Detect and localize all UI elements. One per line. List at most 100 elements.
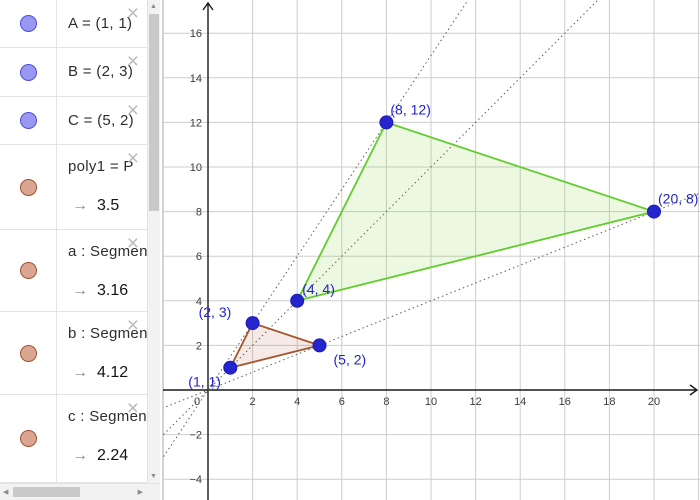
output-arrow-icon: → [72,197,88,214]
algebra-row-a[interactable]: a : Segmen × → 3.16 [0,230,147,312]
x-tick-label-6: 6 [339,396,345,408]
circle-column [0,48,57,96]
x-tick-label-0: 0 [194,396,200,408]
dilation-ray-2 [163,192,700,409]
algebra-row-C[interactable]: C = (5, 2) × [0,97,147,145]
circle-column [0,395,57,482]
delete-icon-b[interactable]: × [126,314,139,337]
x-tick-label-14: 14 [514,396,526,408]
x-tick-label-4: 4 [294,396,300,408]
triangle-image[interactable] [296,121,655,302]
object-value-b: 4.12 [97,364,129,381]
x-tick-label-18: 18 [603,396,615,408]
visibility-toggle-A[interactable] [19,15,37,32]
point-label-B1: (8, 12) [390,101,430,117]
object-label-A: A = (1, 1) [68,14,133,32]
definition-column: C = (5, 2) × [57,97,147,144]
y-tick-label-16: 16 [190,28,202,40]
visibility-toggle-B[interactable] [19,63,37,81]
definition-column: b : Segmen × → 4.12 [57,312,147,394]
algebra-row-c[interactable]: c : Segmen × → 2.24 [0,395,147,483]
point-label-A1: (4, 4) [302,281,335,297]
x-tick-label-8: 8 [383,396,389,408]
scroll-left-icon[interactable]: ◀ [3,489,9,496]
object-label-C: C = (5, 2) [68,111,134,129]
object-label-c: c : Segmen [68,408,147,425]
circle-column [0,97,57,144]
definition-column: poly1 = P × → 3.5 [57,145,147,229]
visibility-toggle-poly1[interactable] [19,178,37,196]
definition-column: A = (1, 1) × [57,0,147,47]
coordinate-plane[interactable]: 0 2 4 6 8 10 12 14 16 18 20 16 14 12 10 8 6 4 2 −2 −4 (1, 1) (… [163,0,700,500]
y-tick-label-4: 4 [196,296,202,308]
circle-column [0,0,57,47]
delete-icon-a[interactable]: × [126,232,139,255]
graph-point-C[interactable] [312,338,327,353]
graph-point-A[interactable] [223,360,238,375]
y-axis-arrow-icon [202,1,214,11]
output-arrow-icon: → [72,364,88,381]
definition-column: c : Segmen × → 2.24 [57,395,147,482]
vertical-scrollbar[interactable]: ▲ ▼ [147,0,160,483]
output-arrow-icon: → [72,282,88,299]
algebra-row-b[interactable]: b : Segmen × → 4.12 [0,312,147,395]
x-axis-arrow-icon [689,384,699,396]
object-value-poly1: 3.5 [97,197,120,214]
visibility-toggle-c[interactable] [19,430,37,447]
horizontal-scrollbar[interactable]: ◀ ▶ [0,483,160,500]
delete-icon-c[interactable]: × [126,397,139,420]
object-label-b: b : Segmen [68,325,147,342]
visibility-toggle-a[interactable] [19,262,37,279]
horizontal-scrollbar-thumb[interactable] [13,487,80,497]
y-tick-label--2: −2 [189,430,202,442]
algebra-rows: A = (1, 1) × B = (2, 3) × C = (5, 2) × poly1 =… [0,0,147,483]
y-tick-label-14: 14 [190,73,202,85]
point-label-B: (2, 3) [199,304,232,320]
y-tick-label-6: 6 [196,251,202,263]
graphics-view[interactable]: 0 2 4 6 8 10 12 14 16 18 20 16 14 12 10 8 6 4 2 −2 −4 (1, 1) (… [162,0,700,500]
delete-icon-poly1[interactable]: × [126,147,139,170]
dilation-ray-0 [163,0,469,459]
object-value-c: 2.24 [97,447,129,464]
circle-column [0,312,57,394]
vertical-scrollbar-thumb[interactable] [149,14,159,211]
y-tick-label-2: 2 [196,340,202,352]
scroll-up-icon[interactable]: ▲ [150,3,157,10]
graph-point-B1[interactable] [379,115,394,130]
visibility-toggle-C[interactable] [19,112,37,129]
algebra-row-poly1[interactable]: poly1 = P × → 3.5 [0,145,147,230]
object-value-a: 3.16 [97,282,129,299]
circle-column [0,230,57,311]
scroll-right-icon[interactable]: ▶ [137,489,143,496]
delete-icon-A[interactable]: × [126,2,139,25]
triangle-poly1[interactable] [229,322,321,369]
algebra-row-B[interactable]: B = (2, 3) × [0,48,147,97]
x-tick-label-10: 10 [425,396,437,408]
scroll-down-icon[interactable]: ▼ [150,473,157,480]
definition-column: a : Segmen × → 3.16 [57,230,147,311]
point-label-C: (5, 2) [334,351,367,367]
x-tick-label-2: 2 [250,396,256,408]
graph-point-C1[interactable] [647,204,661,219]
algebra-row-A[interactable]: A = (1, 1) × [0,0,147,48]
graph-point-A1[interactable] [290,293,305,308]
output-arrow-icon: → [72,447,88,464]
y-tick-label-10: 10 [190,162,202,174]
x-tick-label-20: 20 [648,396,660,408]
object-label-B: B = (2, 3) [68,63,134,80]
y-tick-label-8: 8 [196,207,202,219]
x-tick-label-12: 12 [469,396,481,408]
y-tick-label-12: 12 [190,117,202,129]
point-label-C1: (20, 8) [658,191,698,207]
object-label-poly1: poly1 = P [68,158,134,175]
definition-column: B = (2, 3) × [57,48,147,96]
graph-point-B[interactable] [245,316,260,331]
algebra-panel: A = (1, 1) × B = (2, 3) × C = (5, 2) × poly1 =… [0,0,147,483]
delete-icon-B[interactable]: × [126,50,139,73]
point-label-A: (1, 1) [188,374,221,390]
object-label-a: a : Segmen [68,243,147,260]
visibility-toggle-b[interactable] [19,344,37,362]
delete-icon-C[interactable]: × [126,99,139,122]
circle-column [0,145,57,229]
